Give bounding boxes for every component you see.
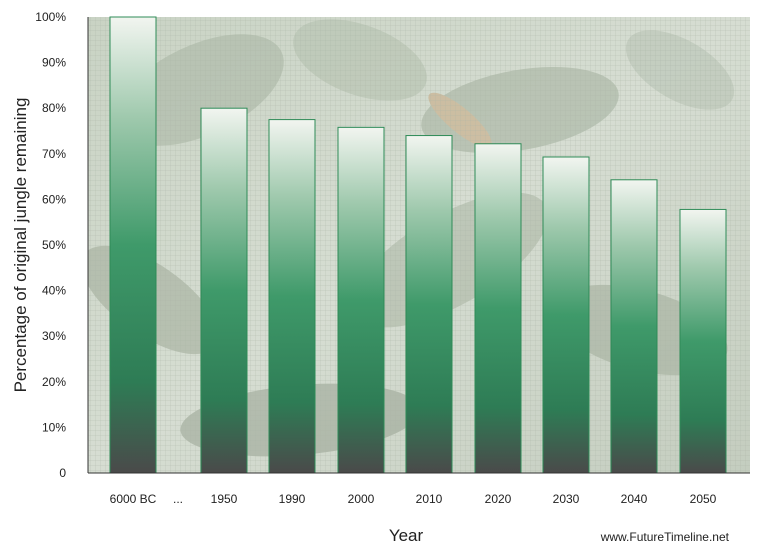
x-tick-label: 2050 — [690, 492, 717, 506]
y-tick-labels: 0 10% 20% 30% 40% 50% 60% 70% 80% 90% 100% — [35, 10, 66, 480]
bar-2010 — [405, 135, 453, 474]
x-tick-label: 2000 — [348, 492, 375, 506]
x-tick-label: 2010 — [416, 492, 443, 506]
plot-area — [87, 16, 750, 474]
x-tick-label: 2020 — [485, 492, 512, 506]
bar-6000-bc — [109, 16, 157, 474]
bars — [109, 16, 727, 474]
bar-1950 — [200, 107, 248, 474]
bar-1990 — [268, 119, 316, 474]
y-tick-label: 30% — [42, 329, 66, 343]
x-axis-title: Year — [389, 526, 424, 545]
y-tick-label: 0 — [59, 466, 66, 480]
y-tick-label: 20% — [42, 375, 66, 389]
y-tick-label: 70% — [42, 147, 66, 161]
bar-2030 — [542, 156, 590, 474]
x-tick-label: 6000 BC — [110, 492, 157, 506]
y-tick-label: 10% — [42, 420, 66, 434]
bar-2040 — [610, 179, 658, 474]
y-tick-label: 50% — [42, 238, 66, 252]
axis-break-label: ... — [173, 492, 183, 506]
x-tick-label: 2040 — [621, 492, 648, 506]
y-axis-title: Percentage of original jungle remaining — [11, 98, 30, 393]
y-tick-label: 90% — [42, 56, 66, 70]
x-tick-label: 1950 — [211, 492, 238, 506]
y-tick-label: 40% — [42, 284, 66, 298]
y-tick-label: 100% — [35, 10, 66, 24]
source-credit: www.FutureTimeline.net — [600, 530, 730, 544]
x-tick-label: 2030 — [553, 492, 580, 506]
y-tick-label: 60% — [42, 192, 66, 206]
x-tick-label: 1990 — [279, 492, 306, 506]
x-tick-labels: 6000 BC 1950 1990 2000 2010 2020 2030 2040 2050 — [110, 492, 717, 506]
bar-2050 — [679, 208, 727, 474]
y-tick-label: 80% — [42, 101, 66, 115]
bar-2020 — [474, 143, 522, 474]
bar-2000 — [337, 126, 385, 474]
